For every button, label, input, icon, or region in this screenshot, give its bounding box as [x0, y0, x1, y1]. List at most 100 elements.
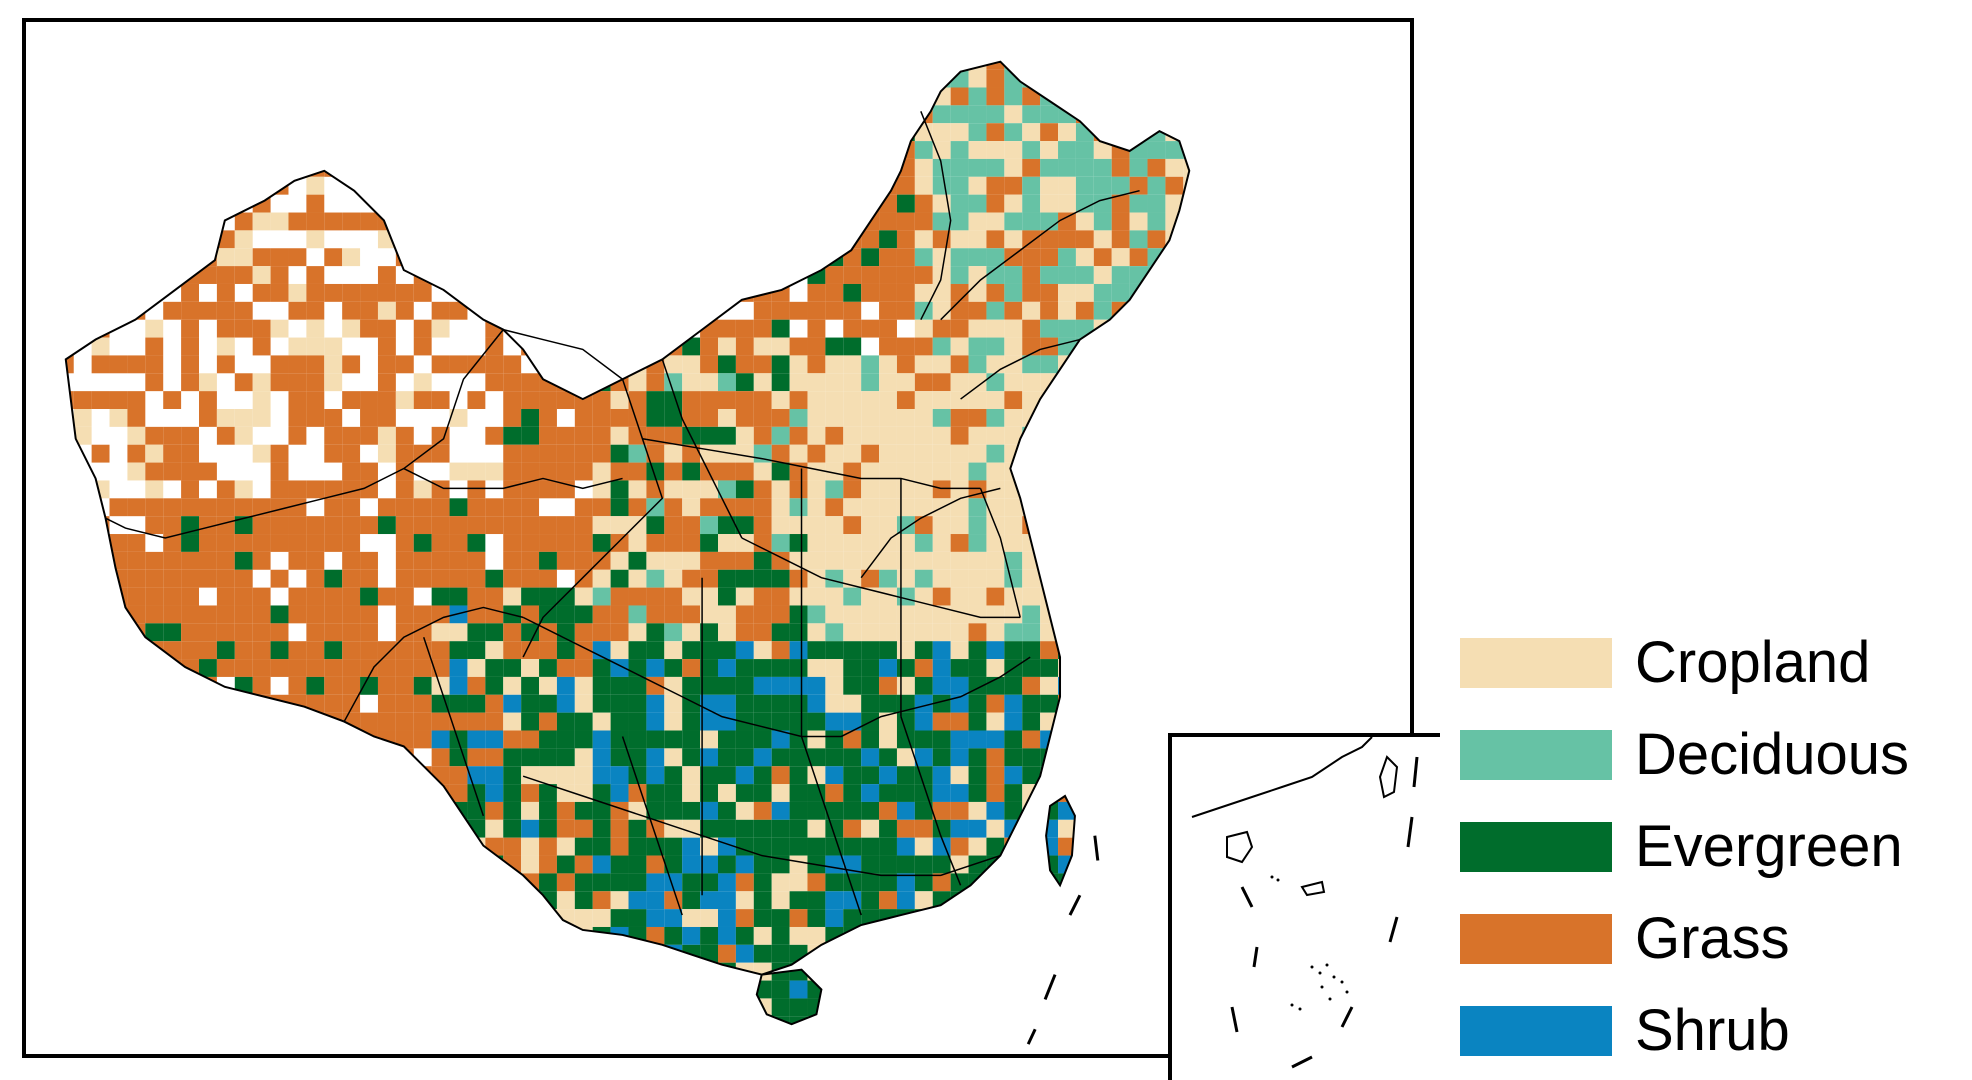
grid-cell-cropland [1093, 623, 1112, 642]
grid-cell-cropland [1058, 587, 1076, 606]
grid-cell-grass [252, 516, 271, 535]
grid-cell-deciduous [1165, 551, 1184, 570]
grid-cell-grass [753, 266, 772, 284]
grid-cell-grass [163, 462, 182, 481]
grid-cell-evergreen [449, 587, 468, 606]
grid-cell-grass [199, 498, 217, 517]
grid-cell-grass [1022, 337, 1041, 356]
grid-cell-cropland [1129, 569, 1148, 588]
grid-cell-grass [252, 283, 271, 302]
grid-cell-grass [109, 676, 128, 695]
grid-cell-evergreen [1111, 641, 1130, 660]
grid-cell-grass [234, 1016, 253, 1025]
grid-cell-grass [896, 391, 915, 409]
grid-cell-grass [65, 266, 74, 284]
grid-cell-grass [252, 712, 271, 731]
province-borders [105, 111, 1140, 916]
grid-cell-cropland [682, 480, 701, 499]
grid-cell-evergreen [539, 730, 557, 749]
grid-cell-grass [1165, 569, 1184, 588]
grid-cell-grass [521, 498, 540, 517]
grid-cell-grass [288, 659, 307, 677]
grid-cell-cropland [1093, 462, 1112, 481]
grid-cell-shrub [1058, 748, 1076, 767]
grid-cell-grass [700, 998, 718, 1017]
grid-cell-cropland [521, 962, 540, 981]
grid-cell-evergreen [1129, 926, 1148, 945]
grid-cell-grass [91, 980, 110, 999]
grid-cell-cropland [1129, 534, 1148, 552]
grid-cell-grass [306, 623, 325, 642]
grid-cell-grass [163, 926, 182, 945]
grid-cell-grass [879, 676, 897, 695]
grid-cell-cropland [109, 409, 128, 427]
grid-cell-grass [288, 980, 307, 999]
grid-cell-cropland [896, 676, 915, 695]
grid-cell-grass [413, 766, 432, 785]
grid-cell-grass [610, 319, 629, 338]
grid-cell-cropland [950, 516, 969, 535]
grid-cell-evergreen [861, 659, 880, 677]
grid-cell-cropland [932, 444, 951, 463]
grid-cell-evergreen [1058, 926, 1076, 945]
grid-cell-cropland [825, 587, 844, 606]
grid-cell-grass [127, 230, 146, 249]
grid-cell-evergreen [270, 891, 289, 910]
grid-cell-grass [932, 373, 951, 392]
grid-cell-cropland [1022, 1016, 1041, 1025]
grid-cell-cropland [503, 712, 522, 731]
grid-cell-cropland [145, 444, 164, 463]
grid-cell-deciduous [986, 409, 1005, 427]
grid-cell-grass [646, 534, 665, 552]
grid-cell-evergreen [431, 980, 450, 999]
grid-cell-evergreen [879, 837, 897, 856]
grid-cell-grass [413, 962, 432, 981]
grid-cell-cropland [1147, 587, 1166, 606]
grid-cell-grass [127, 766, 146, 785]
grid-cell-grass [682, 534, 701, 552]
grid-cell-grass [306, 998, 325, 1017]
grid-cell-cropland [1022, 373, 1041, 392]
grid-cell-cropland [968, 426, 987, 445]
grid-cell-cropland [1165, 230, 1184, 249]
grid-cell-grass [539, 69, 557, 88]
grid-cell-cropland [896, 498, 915, 517]
grid-cell-cropland [1147, 391, 1166, 409]
grid-cell-grass [556, 123, 575, 142]
grid-cell-deciduous [1022, 105, 1041, 124]
grid-cell-deciduous [1075, 551, 1094, 570]
grid-cell-grass [252, 801, 271, 820]
grid-cell-grass [682, 444, 701, 463]
grid-cell-cropland [914, 176, 933, 195]
grid-cell-grass [485, 801, 504, 820]
grid-cell-grass [807, 61, 826, 70]
grid-cell-cropland [485, 641, 504, 660]
grid-cell-deciduous [1093, 87, 1112, 106]
grid-cell-grass [431, 444, 450, 463]
grid-cell-evergreen [1058, 712, 1076, 731]
grid-cell-evergreen [1129, 748, 1148, 767]
grid-cell-grass [861, 158, 880, 177]
grid-cell-cropland [1058, 123, 1076, 142]
grid-cell-grass [127, 712, 146, 731]
grid-cell-cropland [789, 855, 808, 874]
legend-label-grass: Grass [1635, 906, 1790, 971]
grid-cell-grass [503, 462, 522, 481]
grid-cell-deciduous [1075, 176, 1094, 195]
grid-cell-shrub [932, 641, 951, 660]
grid-cell-evergreen [789, 819, 808, 838]
grid-cell-cropland [861, 587, 880, 606]
grid-cell-grass [610, 301, 629, 320]
grid-cell-cropland [1111, 409, 1130, 427]
grid-cell-grass [145, 69, 164, 88]
grid-cell-evergreen [73, 855, 92, 874]
grid-cell-cropland [1022, 837, 1041, 856]
grid-cell-cropland [449, 409, 468, 427]
grid-cell-grass [199, 801, 217, 820]
grid-cell-grass [377, 141, 396, 159]
grid-cell-evergreen [1111, 766, 1130, 785]
grid-cell-evergreen [592, 837, 611, 856]
grid-cell-evergreen [843, 909, 862, 927]
grid-cell-evergreen [879, 641, 897, 660]
grid-cell-deciduous [1183, 283, 1190, 302]
